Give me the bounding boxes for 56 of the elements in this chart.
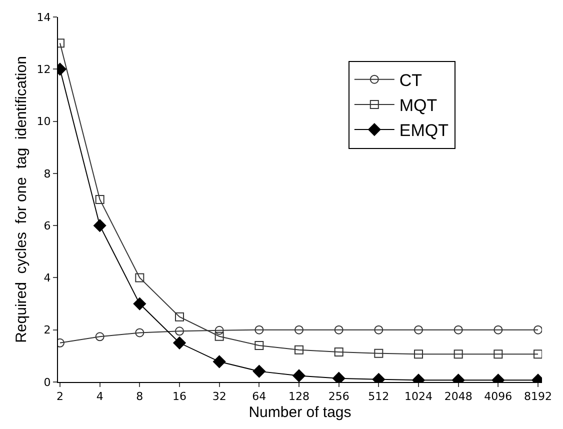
x-tick-label: 4 (96, 390, 104, 404)
point (214, 326, 224, 335)
point (95, 195, 104, 204)
x-tick-label: 2048 (444, 390, 472, 404)
point (494, 325, 503, 334)
x-tick-label: 128 (288, 390, 310, 404)
point (414, 325, 424, 334)
x-tick-label: 8 (136, 390, 144, 404)
x-tick-label: 4096 (484, 390, 512, 404)
y-tick-label: 12 (36, 62, 51, 76)
y-tick-label: 6 (44, 219, 51, 232)
point (534, 325, 542, 334)
point (214, 332, 224, 341)
x-tick-label: 64 (252, 390, 266, 404)
y-tick-label: 2 (44, 324, 51, 337)
point (135, 273, 144, 282)
point (374, 348, 384, 358)
point (135, 328, 144, 338)
x-tick-label: 256 (328, 390, 350, 404)
point (374, 325, 384, 334)
x-tick-label: 1024 (404, 390, 433, 404)
x-tick-label: 2 (56, 390, 64, 404)
y-axis-title: Required cycles for one tag identification (13, 56, 30, 343)
y-tick-label: 14 (36, 10, 51, 24)
x-tick-label: 16 (172, 390, 186, 404)
point (254, 341, 264, 350)
y-tick-label: 8 (44, 167, 51, 180)
point (454, 325, 463, 334)
point (173, 336, 186, 350)
legend-label: CT (399, 70, 422, 90)
y-tick-label: 10 (36, 115, 51, 128)
point (95, 332, 104, 342)
point (175, 326, 184, 336)
x-axis-title: Number of tags (248, 404, 352, 422)
x-tick-label: 32 (212, 390, 226, 404)
x-tick-label: 8192 (524, 390, 552, 404)
point (292, 369, 306, 382)
point (175, 312, 184, 322)
y-tick-label: 4 (44, 272, 51, 285)
point (212, 355, 226, 368)
legend-label: MQT (399, 96, 438, 116)
point (334, 348, 344, 357)
point (93, 219, 106, 232)
point (454, 350, 463, 359)
point (334, 325, 344, 334)
point (294, 325, 304, 334)
y-tick-label: 0 (44, 376, 51, 389)
point (414, 350, 424, 359)
legend-label: EMQT (399, 121, 449, 140)
x-tick-label: 512 (368, 390, 390, 404)
point (534, 350, 542, 359)
point (133, 297, 146, 310)
point (254, 325, 264, 334)
point (494, 350, 503, 359)
point (252, 364, 266, 378)
point (294, 345, 304, 354)
